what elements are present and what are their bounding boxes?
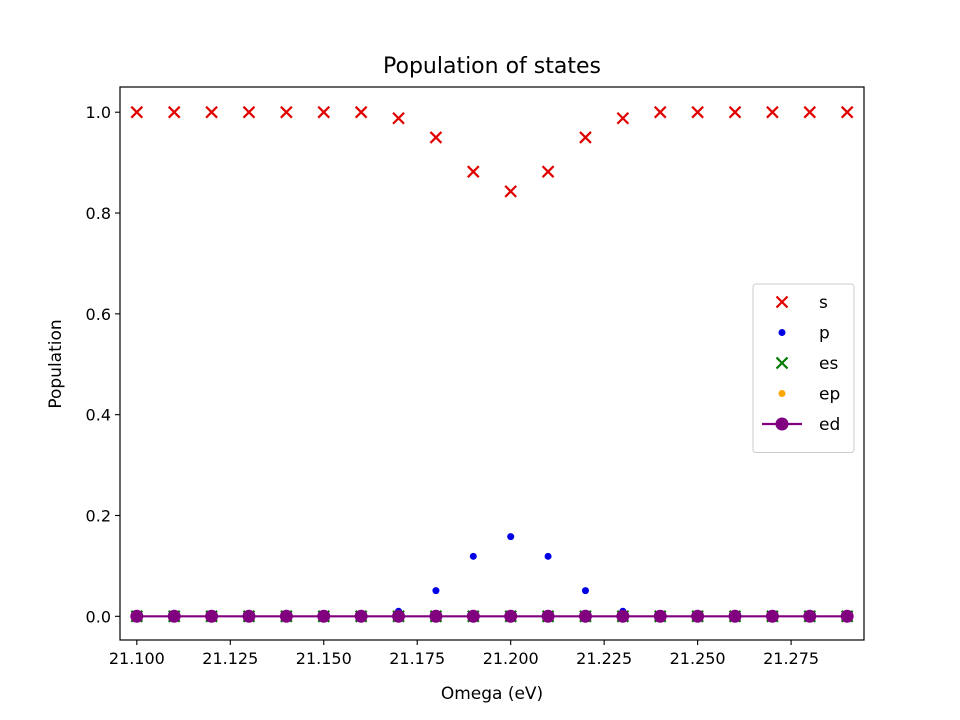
x-tick-label: 21.200: [483, 649, 539, 668]
point-p: [581, 587, 589, 595]
x-axis-label: Omega (eV): [441, 684, 543, 704]
point-ed: [130, 609, 144, 623]
x-tick-label: 21.250: [670, 649, 726, 668]
point-s: [541, 165, 555, 178]
point-ed: [242, 609, 256, 623]
legend-box: [752, 283, 855, 453]
point-p: [432, 587, 440, 595]
legend-label: ed: [819, 415, 840, 435]
point-ed: [205, 609, 219, 623]
point-p: [469, 552, 477, 560]
point-s: [242, 105, 256, 119]
x-tick-label: 21.225: [576, 649, 632, 668]
x-tick-label: 21.100: [109, 649, 165, 668]
legend-label: p: [819, 324, 830, 344]
point-s: [653, 105, 667, 119]
y-axis: 0.0 0.2 0.4 0.6 0.8 1.0: [86, 103, 120, 626]
point-s: [579, 131, 592, 144]
point-ed: [466, 609, 480, 623]
point-s: [317, 105, 331, 119]
y-tick-label: 0.2: [86, 506, 111, 525]
point-ed: [392, 609, 406, 623]
x-axis: 21.100 21.125 21.150 21.175 21.200 21.225 21.2…: [109, 640, 819, 668]
legend-item-s: s: [775, 293, 828, 313]
y-axis-label: Population: [46, 319, 66, 408]
point-ed: [504, 609, 518, 623]
y-tick-label: 0.6: [86, 305, 111, 324]
point-p: [544, 552, 552, 560]
plot-marks: [130, 105, 854, 623]
point-ed: [354, 609, 368, 623]
point-ed: [279, 609, 293, 623]
point-s: [392, 111, 405, 125]
point-s: [354, 105, 368, 119]
point-ed: [429, 609, 443, 623]
y-tick-label: 0.4: [86, 406, 111, 425]
y-tick-label: 0.8: [86, 204, 111, 223]
x-tick-label: 21.150: [296, 649, 352, 668]
point-ed: [803, 609, 817, 623]
x-tick-label: 21.275: [763, 649, 819, 668]
point-s: [167, 105, 181, 119]
legend-item-ed: ed: [762, 415, 840, 435]
point-s: [728, 105, 742, 119]
legend: sp es ep ed: [752, 283, 855, 453]
point-p: [507, 533, 515, 541]
x-tick-label: 21.175: [389, 649, 445, 668]
legend-label: ep: [819, 385, 840, 405]
point-s: [130, 105, 144, 119]
point-s: [205, 105, 218, 119]
legend-marker-p: [778, 329, 786, 336]
point-ed: [541, 609, 555, 623]
point-ed: [840, 609, 854, 623]
point-s: [766, 105, 779, 119]
legend-marker-es: [775, 356, 789, 370]
point-s: [691, 105, 704, 119]
plot-frame: [119, 86, 865, 641]
legend-label: s: [819, 293, 828, 313]
legend-marker-ep: [778, 390, 786, 397]
series-ed: [130, 609, 854, 623]
point-ed: [578, 609, 592, 623]
point-ed: [616, 609, 630, 623]
point-s: [616, 111, 630, 125]
point-s: [467, 165, 480, 178]
legend-marker-ed: [775, 417, 789, 431]
point-ed: [167, 609, 181, 623]
point-s: [280, 105, 293, 119]
point-ed: [765, 609, 779, 623]
y-tick-label: 0.0: [86, 607, 111, 626]
legend-marker-s: [775, 295, 789, 309]
point-s: [840, 105, 854, 119]
legend-item-ep: ep: [778, 385, 840, 405]
y-tick-label: 1.0: [86, 103, 111, 122]
point-s: [803, 105, 817, 119]
point-ed: [317, 609, 331, 623]
legend-item-p: p: [778, 324, 830, 344]
point-ed: [653, 609, 667, 623]
legend-label: es: [819, 354, 838, 374]
legend-item-es: es: [775, 354, 838, 374]
point-s: [429, 131, 443, 144]
point-ed: [728, 609, 742, 623]
series-s: [130, 105, 854, 198]
point-ed: [691, 609, 705, 623]
x-tick-label: 21.125: [202, 649, 258, 668]
chart-title: Population of states: [383, 54, 601, 79]
point-s: [504, 185, 517, 198]
